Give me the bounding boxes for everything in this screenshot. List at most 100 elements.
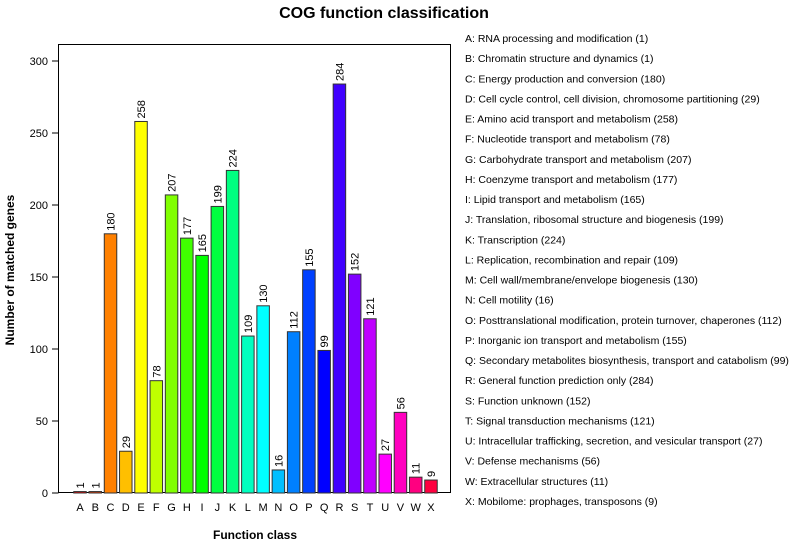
x-tick-label: T	[367, 502, 374, 514]
x-tick-label: B	[92, 502, 99, 514]
x-tick-label: K	[229, 502, 237, 514]
bar-K	[225, 169, 240, 494]
bar-value-label: 130	[258, 284, 270, 302]
y-tick-label: 200	[30, 200, 48, 212]
bar-value-label: 109	[243, 315, 255, 333]
bar-A	[73, 491, 87, 494]
legend-item: W: Extracellular structures (11)	[465, 476, 608, 488]
bar-B	[88, 491, 103, 494]
bar-value-label: 165	[197, 234, 209, 252]
x-tick-label: U	[381, 502, 389, 514]
bar-value-label: 29	[121, 436, 133, 448]
x-tick-label: G	[167, 502, 176, 514]
x-tick-label: N	[274, 502, 282, 514]
legend-item: K: Transcription (224)	[465, 234, 565, 246]
legend-item: C: Energy production and conversion (180…	[465, 73, 665, 85]
y-tick-label: 50	[36, 416, 48, 428]
x-tick-label: Q	[320, 502, 329, 514]
legend-item: X: Mobilome: prophages, transposons (9)	[465, 496, 658, 508]
y-tick-label: 300	[30, 56, 48, 68]
bar-L	[241, 335, 255, 494]
legend-item: R: General function prediction only (284…	[465, 375, 654, 387]
legend-item: M: Cell wall/membrane/envelope biogenesi…	[465, 275, 698, 287]
legend-item: E: Amino acid transport and metabolism (…	[465, 114, 678, 126]
y-tick-label: 100	[30, 344, 48, 356]
legend-item: D: Cell cycle control, cell division, ch…	[465, 93, 760, 105]
legend-item: B: Chromatin structure and dynamics (1)	[465, 53, 654, 65]
legend-item: Q: Secondary metabolites biosynthesis, t…	[465, 355, 789, 367]
bar-value-label: 112	[289, 311, 301, 329]
x-tick-label: J	[215, 502, 221, 514]
bar-O	[286, 331, 301, 494]
x-tick-label: W	[411, 502, 422, 514]
bar-value-label: 121	[365, 297, 377, 315]
bar-H	[180, 237, 194, 494]
legend-item: T: Signal transduction mechanisms (121)	[465, 415, 655, 427]
x-tick-label: V	[397, 502, 405, 514]
bar-P	[302, 269, 316, 494]
y-tick-label: 0	[42, 488, 48, 500]
bar-G	[164, 194, 179, 494]
bar-value-label: 199	[212, 185, 224, 203]
bar-I	[195, 254, 209, 494]
bar-V	[393, 411, 408, 494]
bar-value-label: 180	[106, 212, 118, 230]
legend-item: S: Function unknown (152)	[465, 395, 591, 407]
x-tick-label: O	[289, 502, 298, 514]
bar-value-label: 99	[319, 335, 331, 347]
bar-J	[210, 205, 225, 494]
x-tick-label: S	[351, 502, 358, 514]
legend-item: L: Replication, recombination and repair…	[465, 254, 678, 266]
x-tick-label: E	[137, 502, 144, 514]
legend-item: U: Intracellular trafficking, secretion,…	[465, 436, 762, 448]
bar-value-label: 1	[75, 482, 87, 488]
x-tick-label: H	[183, 502, 191, 514]
bar-value-label: 11	[411, 463, 423, 474]
bar-value-label: 152	[350, 253, 362, 271]
y-axis-label: Number of matched genes	[3, 194, 17, 345]
legend-item: P: Inorganic ion transport and metabolis…	[465, 335, 687, 347]
bar-value-label: 177	[182, 217, 194, 235]
bar-value-label: 258	[136, 100, 148, 118]
legend-item: I: Lipid transport and metabolism (165)	[465, 194, 645, 206]
y-tick-label: 250	[30, 128, 48, 140]
legend-item: A: RNA processing and modification (1)	[465, 33, 648, 45]
bar-Q	[317, 349, 331, 494]
bar-E	[134, 120, 148, 494]
y-tick-label: 150	[30, 272, 48, 284]
bar-value-label: 224	[228, 149, 240, 167]
x-tick-label: P	[305, 502, 312, 514]
bar-value-label: 155	[304, 248, 316, 266]
bar-X	[424, 479, 438, 494]
x-tick-label: D	[122, 502, 130, 514]
x-tick-label: R	[335, 502, 343, 514]
bar-N	[271, 469, 286, 494]
bar-S	[347, 273, 362, 494]
x-axis-label: Function class	[213, 528, 297, 542]
legend-item: O: Posttranslational modification, prote…	[465, 315, 782, 327]
legend-item: H: Coenzyme transport and metabolism (17…	[465, 174, 677, 186]
bar-C	[103, 233, 118, 494]
bar-D	[119, 450, 133, 494]
bar-value-label: 207	[167, 174, 179, 192]
bar-value-label: 1	[90, 482, 102, 488]
x-tick-label: I	[201, 502, 204, 514]
bar-R	[332, 83, 347, 494]
legend-item: J: Translation, ribosomal structure and …	[465, 214, 724, 226]
bar-value-label: 16	[273, 455, 285, 467]
bars: 1 118029258782071771651992241091301611215…	[73, 63, 438, 494]
x-tick-label: L	[245, 502, 251, 514]
bar-value-label: 284	[334, 63, 346, 81]
x-tick-label: M	[259, 502, 268, 514]
bar-value-label: 56	[395, 397, 407, 409]
y-axis: 0 50 100 150 200 250 300	[30, 56, 59, 500]
bar-value-label: 27	[380, 439, 392, 451]
bar-W	[408, 476, 423, 494]
bar-T	[363, 318, 377, 494]
bar-value-label: 9	[426, 471, 438, 477]
legend-item: V: Defense mechanisms (56)	[465, 456, 600, 468]
legend-item: F: Nucleotide transport and metabolism (…	[465, 134, 670, 146]
bar-U	[378, 453, 392, 494]
